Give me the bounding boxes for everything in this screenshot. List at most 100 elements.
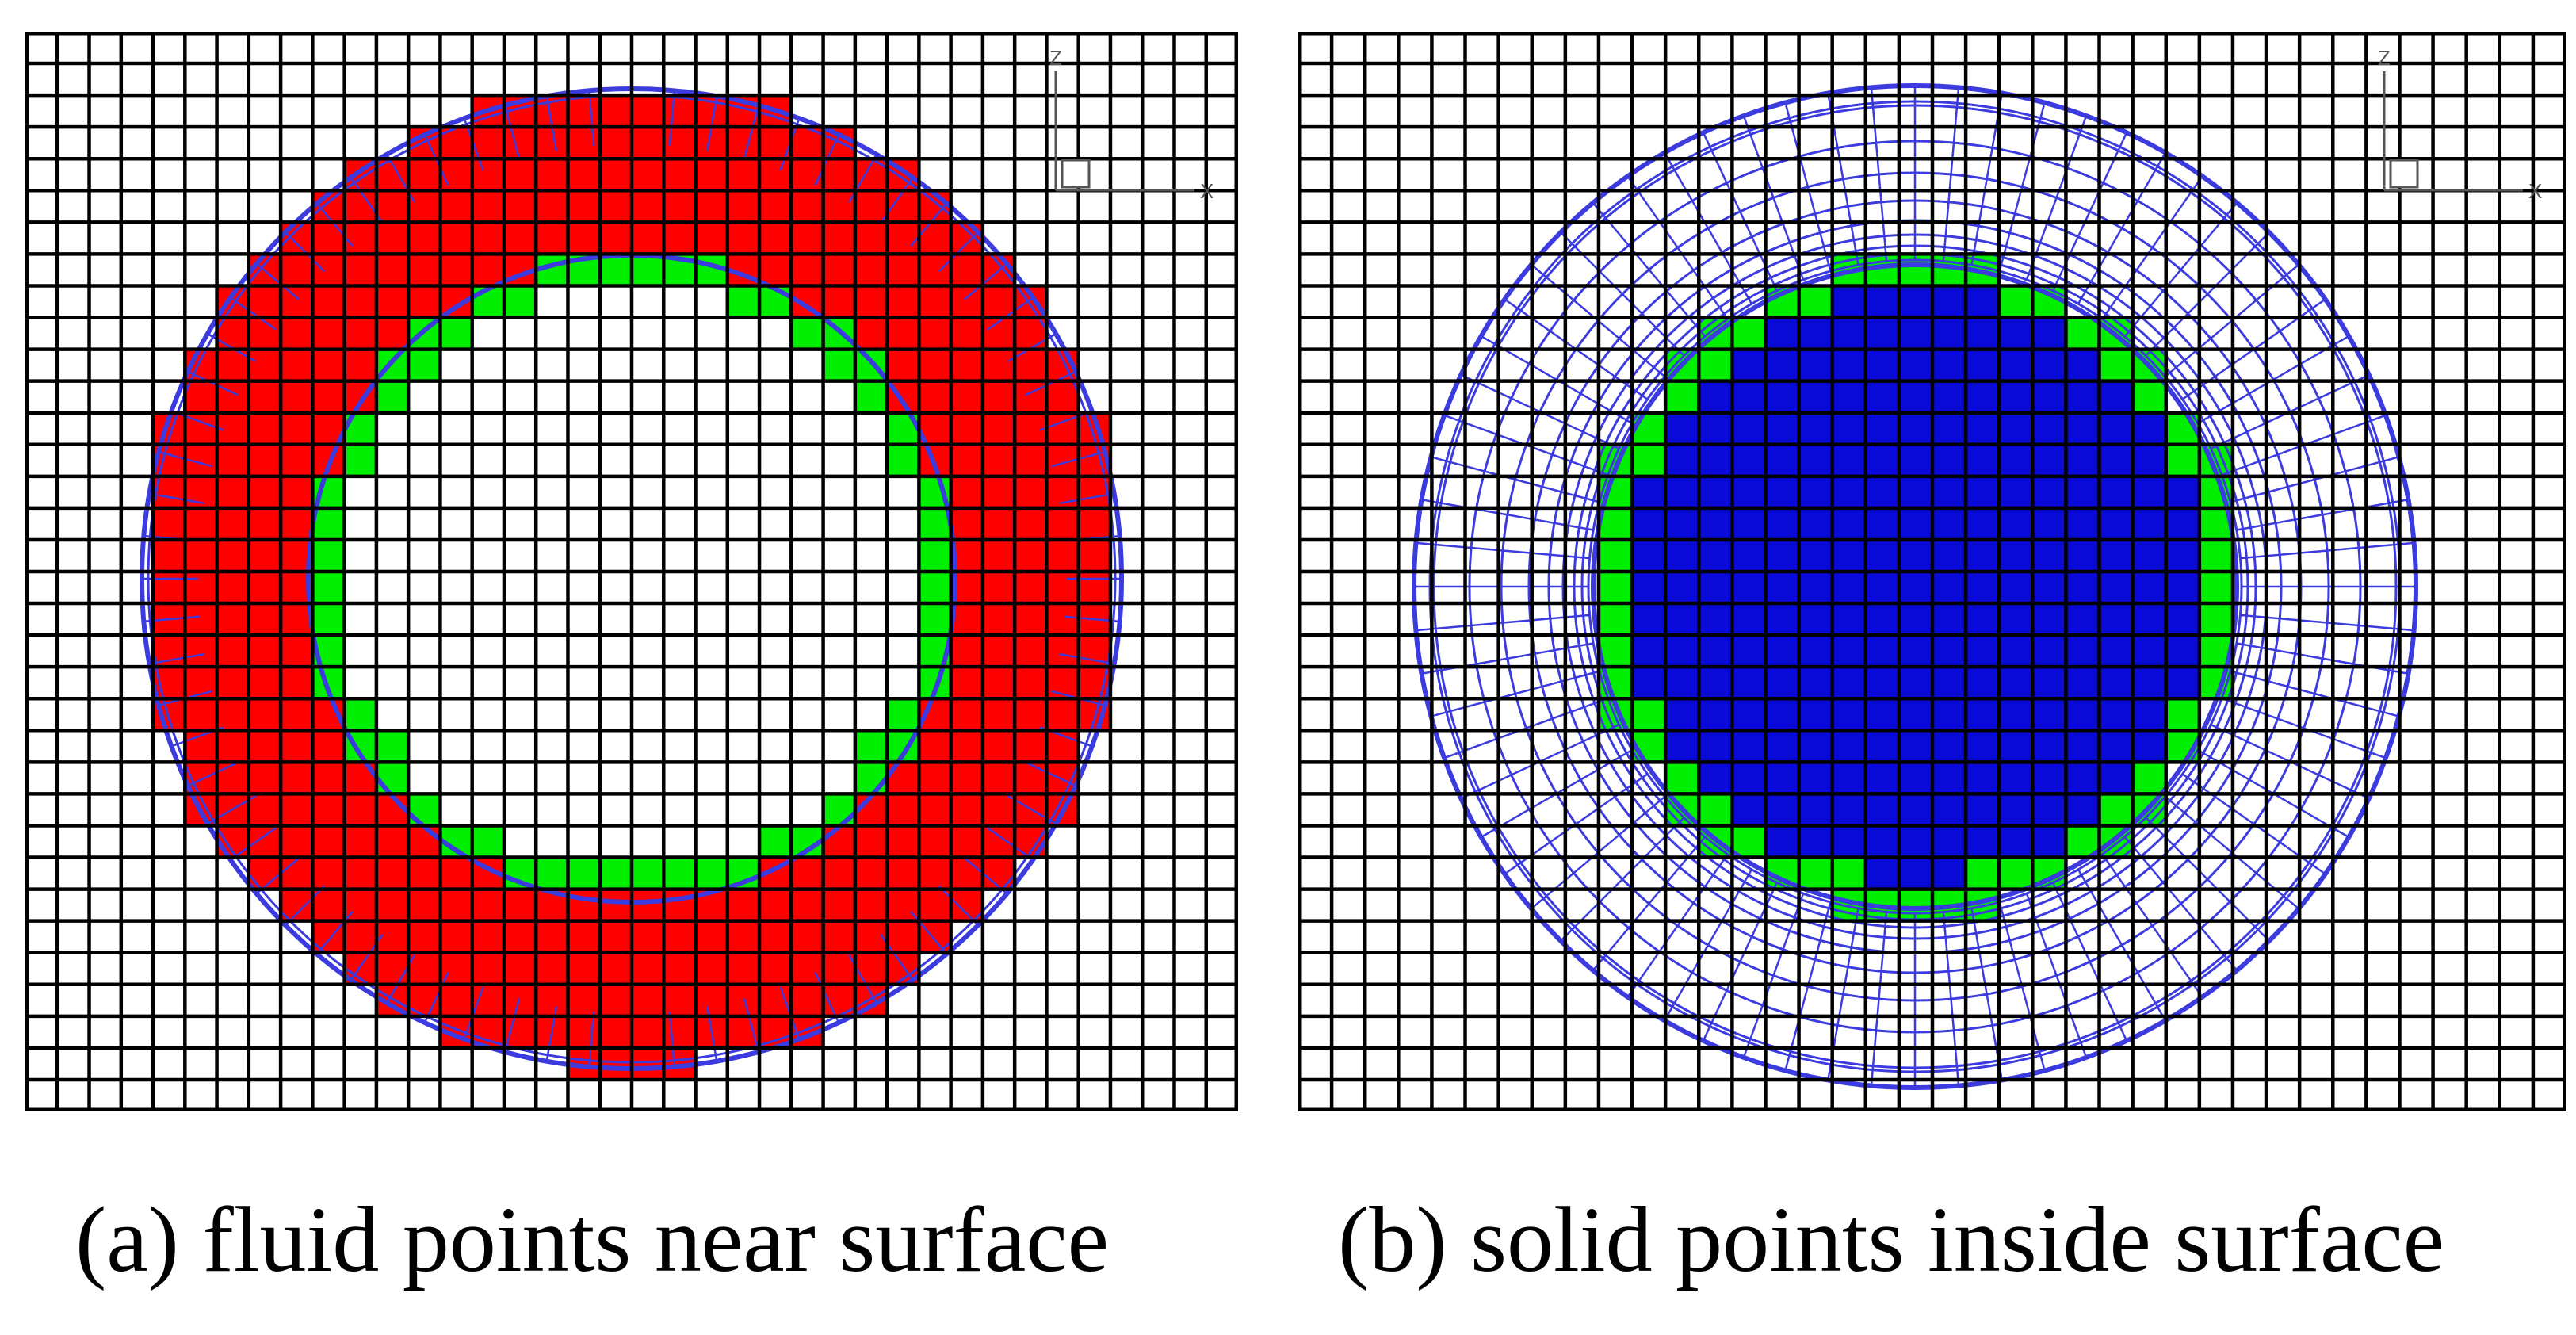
fluid-cell xyxy=(536,127,568,159)
fluid-cell xyxy=(919,762,951,794)
solid-cell xyxy=(1999,730,2033,763)
mesh-spoke xyxy=(2077,869,2167,1021)
boundary-cell xyxy=(408,794,441,826)
solid-cell xyxy=(1898,698,1932,731)
fluid-cell xyxy=(216,572,249,604)
solid-cell xyxy=(2099,698,2133,731)
boundary-cell xyxy=(1598,539,1633,572)
boundary-cell xyxy=(727,285,760,318)
fluid-cell xyxy=(440,190,472,223)
solid-cell xyxy=(1732,412,1766,445)
solid-cell xyxy=(2032,762,2066,794)
fluid-cell xyxy=(1015,381,1047,413)
solid-cell xyxy=(2132,698,2166,731)
fluid-cell xyxy=(791,857,824,889)
mesh-spoke xyxy=(1059,492,1114,505)
solid-cell xyxy=(1865,762,1899,794)
fluid-cell xyxy=(185,381,217,413)
mesh-spoke xyxy=(938,885,979,926)
solid-cell xyxy=(1832,730,1866,763)
fluid-cell xyxy=(854,222,888,254)
fluid-cell xyxy=(281,254,313,286)
solid-cell xyxy=(1798,762,1833,794)
fluid-cell xyxy=(536,952,568,985)
boundary-cell xyxy=(759,825,792,858)
solid-cell xyxy=(2099,667,2133,699)
solid-cell xyxy=(1932,730,1966,763)
fluid-cell xyxy=(1046,539,1079,572)
solid-cell xyxy=(1932,698,1966,731)
solid-cell xyxy=(2066,603,2100,636)
fluid-cell xyxy=(440,889,472,921)
solid-cell xyxy=(2032,572,2066,604)
solid-cell xyxy=(1966,507,2000,540)
fluid-cell xyxy=(376,825,409,858)
fluid-cell xyxy=(887,825,919,858)
fluid-cell xyxy=(854,825,888,858)
solid-cell xyxy=(1798,539,1833,572)
fluid-cell xyxy=(950,285,983,318)
fluid-cell xyxy=(1015,667,1047,699)
fluid-cell xyxy=(248,381,281,413)
solid-cell xyxy=(1832,635,1866,668)
fluid-cell xyxy=(185,539,217,572)
solid-cell xyxy=(1765,539,1799,572)
fluid-cell xyxy=(344,349,376,381)
x-axis-label: X xyxy=(1200,179,1213,203)
fluid-cell xyxy=(663,95,696,128)
fluid-cell xyxy=(632,222,664,254)
solid-cell xyxy=(2132,635,2166,668)
solid-cell xyxy=(1632,507,1666,540)
fluid-cell xyxy=(503,920,537,953)
solid-cell xyxy=(2032,507,2066,540)
solid-cell xyxy=(1999,381,2033,413)
solid-cell xyxy=(2032,730,2066,763)
fluid-cell xyxy=(248,762,281,794)
fluid-cell xyxy=(950,667,983,699)
solid-cell xyxy=(1932,539,1966,572)
mesh-spoke xyxy=(705,96,718,151)
fluid-cell xyxy=(632,127,664,159)
solid-cell xyxy=(1999,507,2033,540)
solid-cell xyxy=(1765,476,1799,508)
fluid-cell xyxy=(599,95,632,128)
boundary-cell xyxy=(2165,444,2200,476)
solid-cell xyxy=(1932,349,1966,381)
fluid-cell xyxy=(216,667,249,699)
solid-cell xyxy=(1966,349,2000,381)
boundary-cell xyxy=(599,857,632,889)
mesh-spoke xyxy=(987,827,1034,861)
fluid-cell xyxy=(887,222,919,254)
mesh-spoke xyxy=(1998,102,2046,272)
solid-cell xyxy=(1865,698,1899,731)
fluid-cell xyxy=(759,889,792,921)
fluid-cell xyxy=(887,762,919,794)
solid-cell xyxy=(1832,317,1866,350)
solid-cell xyxy=(1999,412,2033,445)
fluid-cell xyxy=(503,952,537,985)
fluid-cell xyxy=(281,349,313,381)
fluid-cell xyxy=(440,222,472,254)
fluid-cell xyxy=(919,349,951,381)
axis-origin-box xyxy=(1061,159,1091,189)
solid-cell xyxy=(1865,381,1899,413)
fluid-cell xyxy=(1078,572,1110,604)
fluid-cell xyxy=(950,381,983,413)
fluid-cell xyxy=(887,857,919,889)
solid-cell xyxy=(1999,603,2033,636)
fluid-cell xyxy=(823,254,855,286)
mesh-spoke xyxy=(1431,670,1600,717)
fluid-cell xyxy=(759,190,792,223)
solid-cell xyxy=(2165,603,2200,636)
solid-cell xyxy=(1999,476,2033,508)
fluid-cell xyxy=(153,539,185,572)
solid-cell xyxy=(1898,730,1932,763)
solid-cell xyxy=(2066,572,2100,604)
fluid-cell xyxy=(759,920,792,953)
mesh-spoke xyxy=(743,105,760,159)
boundary-cell xyxy=(1632,444,1666,476)
solid-cell xyxy=(1798,825,1833,858)
fluid-cell xyxy=(440,857,472,889)
mesh-spoke xyxy=(1970,93,2003,266)
